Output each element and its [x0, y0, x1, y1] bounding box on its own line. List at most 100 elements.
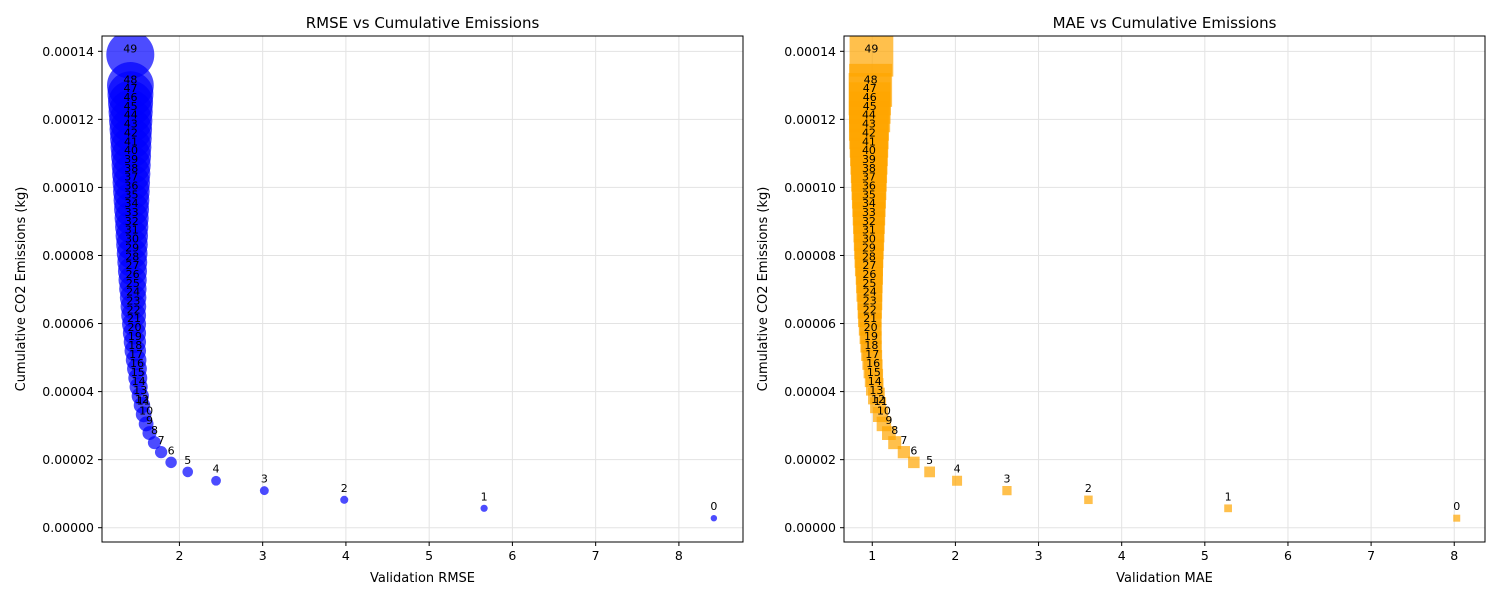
point-label: 13	[133, 384, 147, 397]
point-label: 22	[127, 303, 141, 316]
point-label: 23	[863, 295, 877, 308]
point-label: 2	[341, 482, 348, 495]
x-axis-label: Validation MAE	[1116, 571, 1213, 586]
point-label: 34	[125, 197, 139, 210]
point-label: 45	[124, 100, 138, 113]
point-label: 45	[863, 100, 877, 113]
point-label: 8	[151, 424, 158, 437]
chart-title: RMSE vs Cumulative Emissions	[306, 14, 540, 32]
x-tick-label: 4	[1118, 548, 1126, 563]
point-label: 4	[213, 463, 220, 476]
point-label: 44	[862, 109, 876, 122]
axes-frame	[843, 35, 1486, 543]
point-label: 11	[137, 395, 151, 408]
point-label: 13	[869, 384, 883, 397]
scatter-points	[106, 36, 718, 522]
x-tick-label: 5	[1201, 548, 1209, 563]
point-label: 17	[865, 348, 879, 361]
point-label: 28	[125, 250, 139, 263]
data-point	[165, 456, 177, 469]
point-label: 19	[128, 330, 142, 343]
point-label: 0	[1453, 500, 1460, 513]
data-point	[480, 504, 488, 512]
point-label: 12	[135, 393, 149, 406]
point-label: 35	[862, 188, 876, 201]
point-label: 3	[1003, 473, 1010, 486]
point-label: 19	[864, 330, 878, 343]
axes-frame	[101, 35, 744, 543]
point-label: 35	[124, 188, 138, 201]
point-label: 8	[891, 424, 898, 437]
x-tick-label: 7	[592, 548, 600, 563]
point-label: 22	[863, 303, 877, 316]
x-tick-label: 6	[508, 548, 516, 563]
point-label: 3	[261, 473, 268, 486]
point-labels: 0123456789101112131415161718192021222324…	[862, 43, 1460, 513]
point-label: 5	[184, 454, 191, 467]
point-label: 25	[862, 277, 876, 290]
point-label: 14	[132, 375, 146, 388]
point-label: 18	[864, 339, 878, 352]
point-label: 46	[124, 91, 138, 104]
y-tick-label: 0.00012	[784, 112, 836, 127]
point-label: 42	[124, 126, 138, 139]
point-label: 38	[862, 162, 876, 175]
x-tick-label: 6	[1284, 548, 1292, 563]
y-tick-label: 0.00004	[784, 384, 836, 399]
x-tick-label: 3	[1035, 548, 1043, 563]
point-label: 24	[126, 286, 140, 299]
x-tick-label: 8	[1450, 548, 1458, 563]
point-label: 40	[862, 144, 876, 157]
data-point	[1084, 495, 1093, 505]
data-point	[952, 475, 963, 486]
point-label: 39	[862, 153, 876, 166]
data-point	[908, 456, 920, 469]
point-label: 32	[862, 215, 876, 228]
point-label: 15	[867, 366, 881, 379]
data-point	[1224, 504, 1232, 513]
grid	[844, 36, 1485, 542]
point-label: 29	[862, 241, 876, 254]
data-point	[182, 466, 194, 478]
data-point	[710, 514, 718, 522]
y-axis-label: Cumulative CO2 Emissions (kg)	[756, 187, 771, 392]
x-tick-label: 1	[868, 548, 876, 563]
x-axis-ticks: 1 2 3 4 5 6 7 8	[868, 542, 1458, 563]
point-label: 31	[125, 224, 139, 237]
x-tick-label: 3	[259, 548, 267, 563]
point-label: 36	[862, 180, 876, 193]
point-label: 15	[131, 366, 145, 379]
y-tick-label: 0.00008	[42, 248, 94, 263]
point-label: 46	[863, 91, 877, 104]
point-label: 33	[862, 206, 876, 219]
point-label: 7	[900, 434, 907, 447]
point-label: 31	[862, 224, 876, 237]
point-label: 20	[864, 321, 878, 334]
point-label: 10	[877, 405, 891, 418]
point-label: 2	[1085, 482, 1092, 495]
point-label: 11	[874, 395, 888, 408]
y-tick-label: 0.00002	[784, 452, 836, 467]
point-label: 29	[125, 241, 139, 254]
data-point	[924, 466, 936, 478]
data-point	[154, 446, 168, 459]
data-point	[849, 36, 894, 77]
point-label: 30	[125, 233, 139, 246]
y-tick-label: 0.00002	[42, 452, 94, 467]
x-tick-label: 4	[342, 548, 350, 563]
point-label: 44	[124, 109, 138, 122]
point-label: 24	[863, 286, 877, 299]
point-label: 37	[862, 171, 876, 184]
x-tick-label: 2	[175, 548, 183, 563]
grid	[102, 36, 743, 542]
point-label: 41	[124, 135, 138, 148]
point-label: 18	[128, 339, 142, 352]
point-label: 36	[124, 180, 138, 193]
y-tick-label: 0.00008	[784, 248, 836, 263]
x-tick-label: 8	[675, 548, 683, 563]
y-tick-label: 0.00010	[42, 180, 94, 195]
point-label: 38	[124, 162, 138, 175]
point-label: 0	[710, 500, 717, 513]
point-label: 21	[127, 312, 141, 325]
y-tick-label: 0.00006	[784, 316, 836, 331]
